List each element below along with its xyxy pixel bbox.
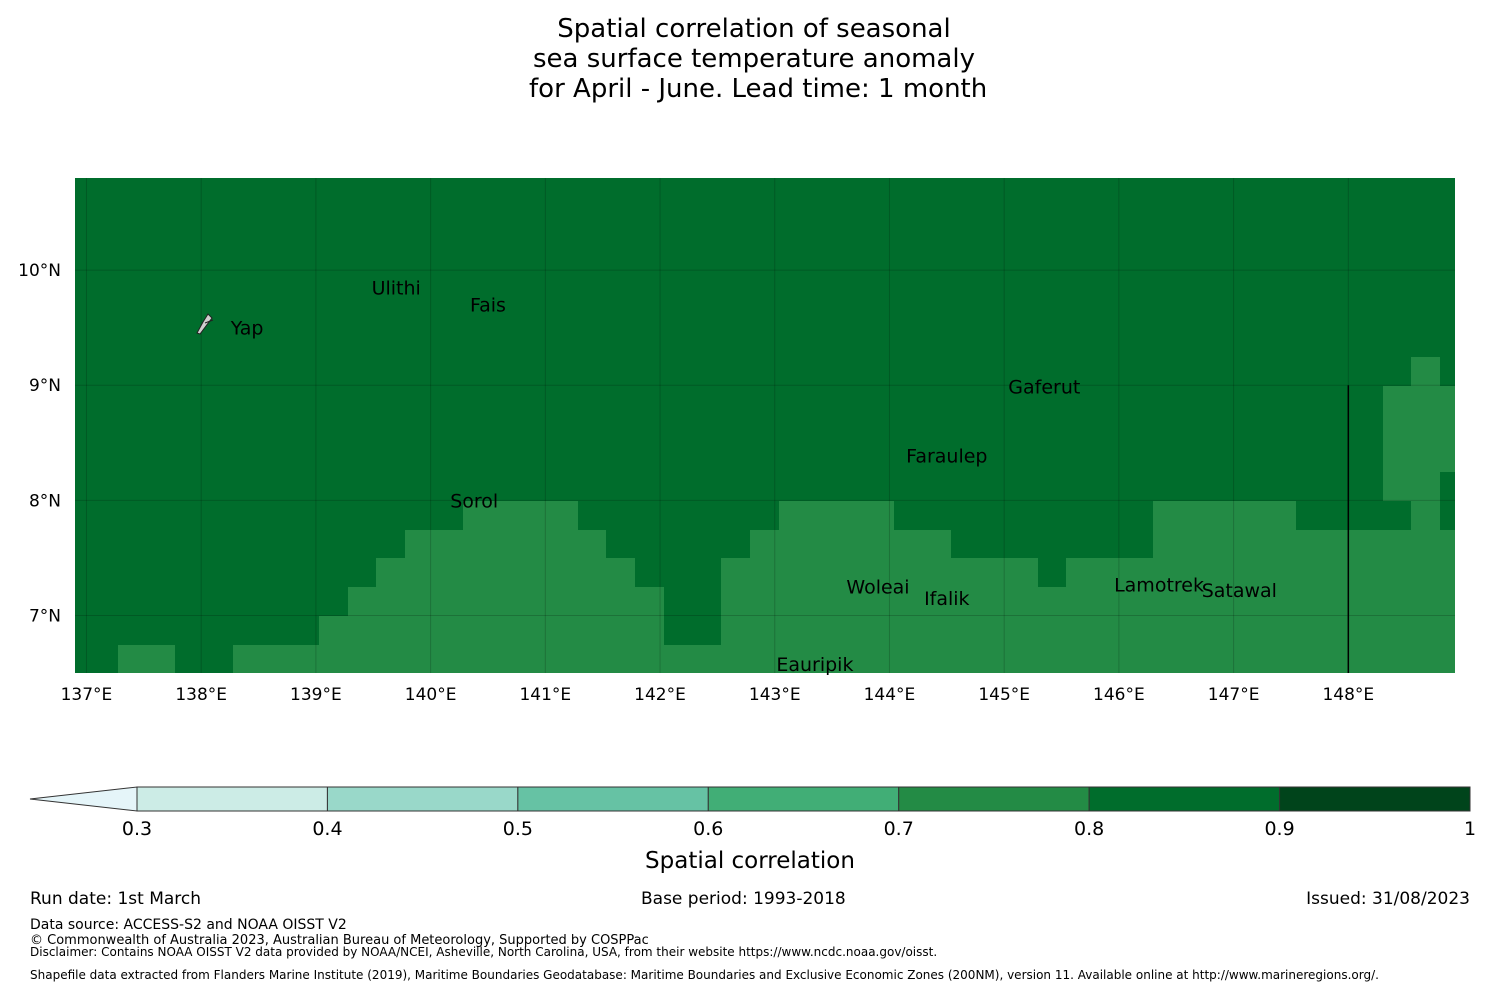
place-labels: Ulithi Fais Yap Gaferut Faraulep Sorol Woleai I…	[230, 277, 1277, 675]
map-area	[75, 178, 1455, 673]
lon-tick-label-3: 140°E	[405, 685, 457, 705]
colorbar-tick-2: 0.5	[503, 818, 533, 840]
place-label-ifalik: Ifalik	[924, 588, 970, 610]
lon-tick-label-8: 145°E	[978, 685, 1030, 705]
shapefile-credit: Shapefile data extracted from Flanders M…	[30, 968, 1379, 982]
title-line-2: sea surface temperature anomaly	[533, 44, 975, 74]
place-label-yap: Yap	[230, 318, 264, 340]
lon-tick-label-5: 142°E	[634, 685, 686, 705]
colorbar-tick-6: 0.9	[1264, 818, 1294, 840]
axis-tick-labels: 137°E 138°E 139°E 140°E 141°E 142°E 143°E 144°E…	[18, 261, 1374, 705]
place-label-faraulep: Faraulep	[906, 445, 987, 467]
disclaimer: Disclaimer: Contains NOAA OISST V2 data …	[30, 945, 938, 959]
colorbar-tick-labels: 0.3 0.4 0.5 0.6 0.7 0.8 0.9 1	[122, 818, 1476, 840]
place-label-sorol: Sorol	[450, 490, 498, 512]
place-label-fais: Fais	[470, 295, 506, 317]
colorbar-cell-1	[326, 786, 519, 812]
map-title: Spatial correlation of seasonal sea surf…	[0, 14, 1500, 104]
title-line-1: Spatial correlation of seasonal	[557, 14, 951, 44]
issued-date: Issued: 31/08/2023	[1306, 889, 1470, 909]
place-label-eauripik: Eauripik	[776, 654, 853, 676]
colorbar-tick-5: 0.8	[1074, 818, 1104, 840]
lon-tick-label-11: 148°E	[1322, 685, 1374, 705]
lon-tick-label-9: 146°E	[1093, 685, 1145, 705]
lat-tick-label-1: 9°N	[29, 376, 61, 396]
lon-tick-label-7: 144°E	[864, 685, 916, 705]
place-label-lamotrek: Lamotrek	[1114, 574, 1204, 596]
lon-tick-label-6: 143°E	[749, 685, 801, 705]
colorbar-cell-0	[136, 786, 328, 812]
colorbar-tick-0: 0.3	[122, 818, 152, 840]
colorbar-under-triangle	[29, 786, 138, 812]
lon-tick-label-1: 138°E	[175, 685, 227, 705]
run-date: Run date: 1st March	[30, 889, 202, 909]
lon-tick-label-2: 139°E	[290, 685, 342, 705]
colorbar-cell-6	[1279, 786, 1471, 812]
yap-island-shape	[196, 313, 214, 335]
lat-tick-label-0: 10°N	[18, 261, 61, 281]
colorbar-tick-7: 1	[1464, 818, 1476, 840]
data-source: Data source: ACCESS-S2 and NOAA OISST V2	[30, 917, 347, 933]
colorbar-cell-3	[707, 786, 900, 812]
lat-tick-label-2: 8°N	[29, 491, 61, 511]
lon-tick-label-0: 137°E	[61, 685, 113, 705]
colorbar-cell-5	[1088, 786, 1281, 812]
colorbar-tick-4: 0.7	[884, 818, 914, 840]
base-period: Base period: 1993-2018	[641, 889, 846, 909]
place-label-gaferut: Gaferut	[1008, 376, 1080, 398]
colorbar-cell-4	[898, 786, 1090, 812]
colorbar-cell-2	[517, 786, 709, 812]
place-label-ulithi: Ulithi	[372, 277, 421, 299]
colorbar-label: Spatial correlation	[645, 848, 855, 874]
lon-tick-label-4: 141°E	[519, 685, 571, 705]
gridlines	[75, 178, 1455, 673]
colorbar: 0.3 0.4 0.5 0.6 0.7 0.8 0.9 1 Spatial correlati…	[29, 786, 1476, 874]
title-line-3: for April - June. Lead time: 1 month	[520, 74, 988, 104]
copyright: © Commonwealth of Australia 2023, Austra…	[30, 933, 649, 948]
place-label-satawal: Satawal	[1202, 580, 1277, 602]
colorbar-tick-1: 0.4	[312, 818, 342, 840]
lon-tick-label-10: 147°E	[1208, 685, 1260, 705]
colorbar-cells	[136, 786, 1471, 812]
lat-tick-label-3: 7°N	[29, 606, 61, 626]
correlation-band-0-7-0-8	[75, 357, 1455, 673]
place-label-woleai: Woleai	[846, 577, 909, 599]
colorbar-tick-3: 0.6	[693, 818, 723, 840]
